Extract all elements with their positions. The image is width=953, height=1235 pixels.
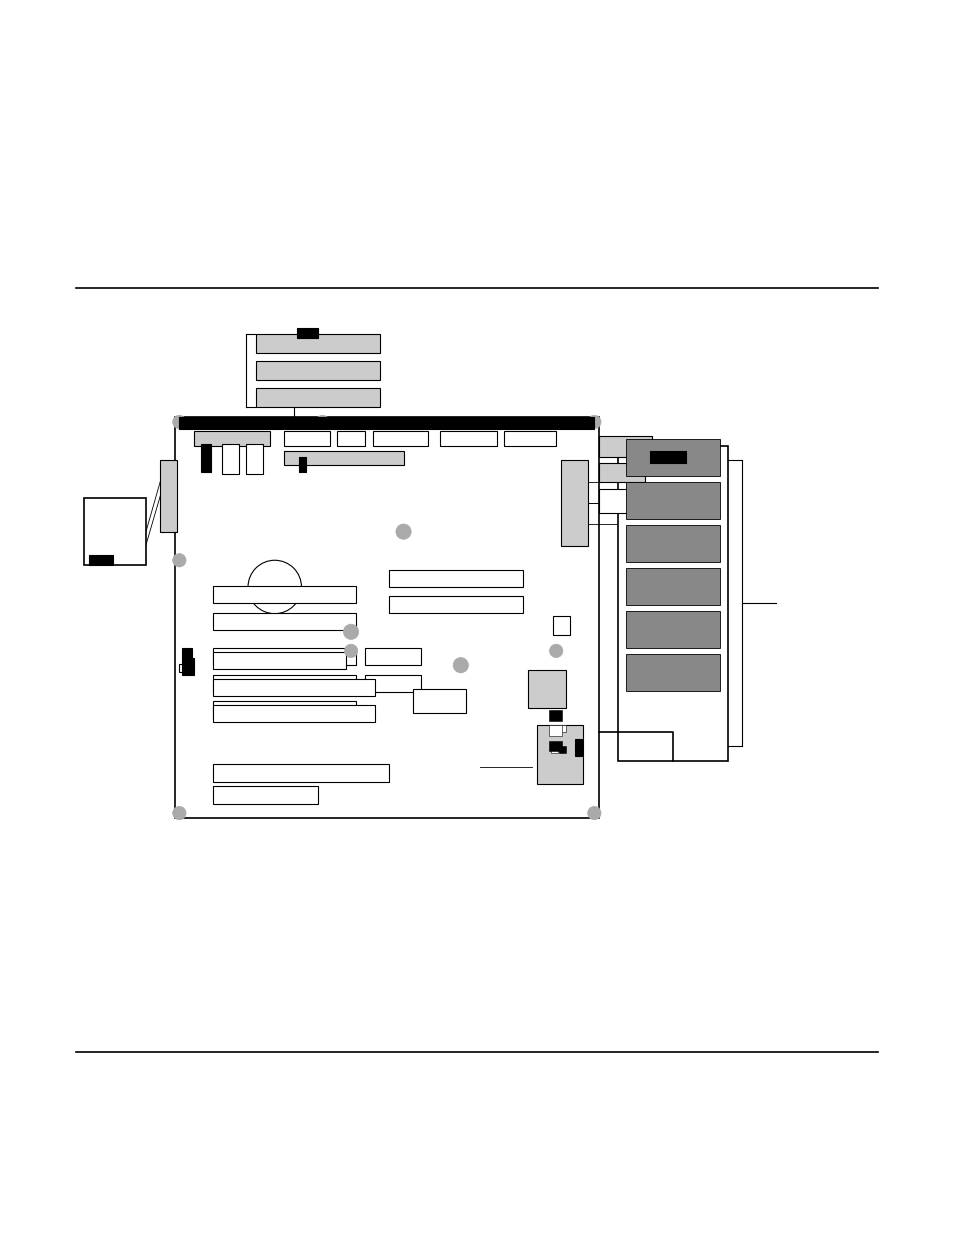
Bar	[560, 461, 587, 546]
Bar	[439, 431, 497, 446]
Bar	[548, 710, 561, 720]
Bar	[213, 705, 375, 722]
Circle shape	[453, 657, 468, 673]
Bar	[89, 556, 112, 566]
Circle shape	[172, 806, 186, 820]
Bar	[174, 417, 598, 818]
Bar	[551, 746, 558, 753]
Bar	[193, 431, 270, 446]
Bar	[598, 436, 651, 457]
Bar	[551, 725, 558, 732]
Bar	[255, 361, 379, 380]
Circle shape	[343, 624, 358, 640]
Bar	[575, 739, 581, 756]
Bar	[213, 678, 375, 695]
Bar	[182, 657, 193, 674]
Bar	[527, 669, 565, 708]
Bar	[222, 443, 239, 474]
Bar	[537, 725, 582, 784]
Circle shape	[344, 645, 357, 657]
Bar	[389, 595, 522, 613]
Bar	[598, 489, 635, 513]
Circle shape	[587, 806, 600, 820]
Bar	[284, 431, 330, 446]
Circle shape	[172, 415, 186, 429]
Bar	[558, 725, 565, 732]
Bar	[365, 674, 420, 692]
Bar	[625, 440, 720, 477]
Bar	[84, 498, 146, 566]
Bar	[389, 569, 522, 587]
Bar	[625, 525, 720, 562]
Bar	[553, 615, 570, 635]
Bar	[373, 431, 428, 446]
Bar	[160, 461, 177, 531]
Bar	[213, 674, 355, 692]
Bar	[213, 648, 355, 666]
Bar	[618, 446, 727, 761]
Bar	[503, 431, 556, 446]
Bar	[182, 648, 192, 657]
Circle shape	[248, 561, 301, 614]
Bar	[179, 664, 192, 672]
Bar	[246, 443, 263, 474]
Bar	[649, 451, 685, 463]
Bar	[413, 689, 465, 713]
Circle shape	[315, 415, 329, 429]
Bar	[625, 653, 720, 690]
Bar	[179, 417, 594, 429]
Circle shape	[172, 553, 186, 567]
Bar	[255, 388, 379, 406]
Bar	[598, 463, 644, 482]
Bar	[365, 648, 420, 666]
Bar	[213, 787, 317, 804]
Bar	[625, 482, 720, 519]
Circle shape	[587, 415, 600, 429]
Bar	[213, 701, 355, 719]
Bar	[548, 725, 561, 736]
Bar	[213, 587, 355, 603]
Circle shape	[395, 524, 411, 540]
Circle shape	[549, 645, 562, 657]
Bar	[213, 613, 355, 630]
Bar	[201, 443, 211, 473]
Bar	[625, 611, 720, 648]
Bar	[548, 741, 561, 751]
Bar	[298, 457, 306, 473]
Bar	[336, 431, 365, 446]
Bar	[284, 451, 403, 464]
Bar	[625, 568, 720, 605]
Bar	[296, 329, 317, 338]
Bar	[558, 746, 565, 753]
Bar	[213, 764, 389, 782]
Bar	[213, 652, 346, 669]
Bar	[255, 335, 379, 353]
